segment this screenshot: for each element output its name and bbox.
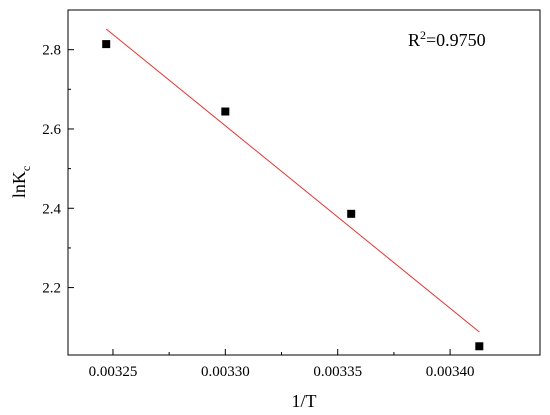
data-point <box>347 209 356 218</box>
data-points <box>102 40 484 351</box>
y-tick-label: 2.8 <box>42 43 61 59</box>
y-axis-title: lnKc <box>9 166 33 198</box>
x-axis-title: 1/T <box>292 391 317 411</box>
plot-frame <box>67 9 541 356</box>
data-point <box>475 342 484 351</box>
data-point <box>102 40 111 49</box>
r-squared-annotation: R2=0.9750 <box>408 28 486 50</box>
y-tick-label: 2.4 <box>42 201 61 217</box>
x-tick-label: 0.00335 <box>313 364 362 380</box>
x-tick-label: 0.00330 <box>201 364 250 380</box>
y-tick-label: 2.6 <box>42 122 61 138</box>
data-point <box>221 107 230 116</box>
fit-line <box>105 28 480 333</box>
y-axis-ticks: 2.2 2.4 2.6 2.8 <box>42 43 74 297</box>
x-tick-label: 0.00325 <box>89 364 138 380</box>
x-axis-ticks: 0.00325 0.00330 0.00335 0.00340 <box>89 349 475 380</box>
y-tick-label: 2.2 <box>42 281 61 297</box>
x-tick-label: 0.00340 <box>426 364 475 380</box>
